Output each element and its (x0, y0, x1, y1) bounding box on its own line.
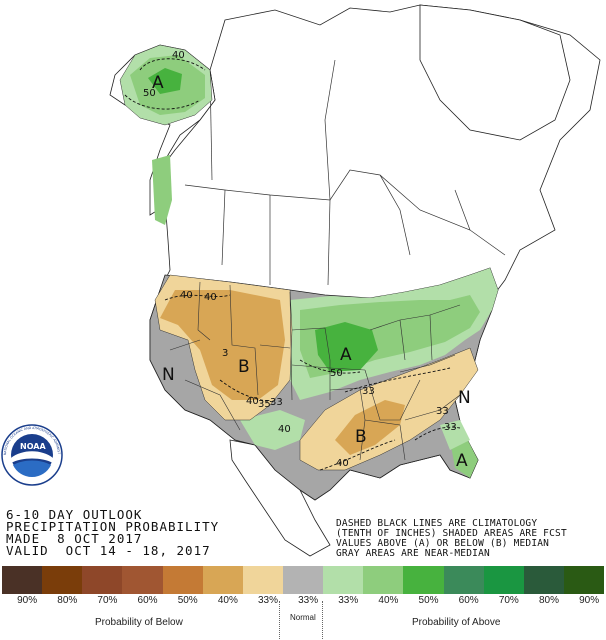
southeast-contour-33b: 33 (436, 406, 449, 417)
legend-swatch (42, 566, 83, 594)
legend-percent-label: 80% (57, 595, 78, 606)
legend-separator-right (322, 601, 323, 639)
alaska-above-label: A (152, 73, 164, 93)
southeast-below-label: B (355, 427, 367, 447)
legend-above-label: Probability of Above (412, 617, 501, 628)
southeast-contour-33a: 33 (362, 386, 375, 397)
legend-swatch (122, 566, 163, 594)
legend-percent-label: 80% (538, 595, 559, 606)
midwest-contour-50: 50 (330, 368, 343, 379)
made-date: MADE 8 OCT 2017 (6, 531, 143, 546)
florida-contour-33: 33 (444, 422, 457, 433)
legend-swatch (202, 566, 243, 594)
west-contour-40a: 40 (180, 290, 193, 301)
legend-percent-label: 50% (177, 595, 198, 606)
legend-separator-left (279, 601, 280, 639)
legend-percent-label: 90% (17, 595, 38, 606)
legend-percent-label: 33% (298, 595, 319, 606)
legend-percent-label: 33% (257, 595, 278, 606)
west-contour-40c: 40 (246, 396, 259, 407)
legend-swatch (523, 566, 564, 594)
legend-percent-label: 33% (338, 595, 359, 606)
west-below-label: B (238, 357, 250, 377)
legend-swatch (162, 566, 203, 594)
legend-swatch (403, 566, 444, 594)
note-shaded: (TENTH OF INCHES) SHADED AREAS ARE FCST (336, 528, 567, 539)
legend-swatch (82, 566, 123, 594)
legend-swatch (323, 566, 364, 594)
east-near-median-label: N (458, 388, 471, 408)
legend-normal-label: Normal (290, 613, 316, 622)
note-gray: GRAY AREAS ARE NEAR-MEDIAN (336, 548, 490, 559)
valid-dates: VALID OCT 14 - 18, 2017 (6, 543, 211, 558)
greenland-land (419, 4, 571, 141)
climatology-lines (124, 58, 461, 471)
legend-percent-label: 60% (458, 595, 479, 606)
legend-percent-label: 50% (418, 595, 439, 606)
legend-below-label: Probability of Below (95, 617, 183, 628)
alaska-contour-40: 40 (172, 50, 185, 61)
west-near-median-label: N (162, 365, 175, 385)
map-labels: A 40 50 B N A B N A 40 40 3 40 35 33 50 … (143, 50, 471, 471)
legend-percent-label: 90% (579, 595, 600, 606)
legend-swatch (363, 566, 404, 594)
legend-swatch (563, 566, 605, 594)
midwest-above-label: A (340, 345, 352, 365)
legend-swatch (483, 566, 524, 594)
legend-percent-label: 40% (217, 595, 238, 606)
west-contour-40b: 40 (204, 292, 217, 303)
note-values: VALUES ABOVE (A) OR BELOW (B) MEDIAN (336, 538, 550, 549)
legend-percent-label: 40% (378, 595, 399, 606)
midwest-above-dark-region (315, 322, 378, 372)
south-above-region (240, 410, 305, 450)
alaska-contour-50: 50 (143, 88, 156, 99)
nw-coast-above-region (152, 155, 172, 225)
outlook-subtitle: PRECIPITATION PROBABILITY (6, 519, 220, 534)
west-below-mid-region (160, 290, 285, 400)
legend-percent-label: 70% (498, 595, 519, 606)
west-contour-3: 3 (222, 348, 228, 359)
outlook-title: 6-10 DAY OUTLOOK (6, 507, 143, 522)
legend-swatch (2, 566, 43, 594)
legend-swatch (443, 566, 484, 594)
precipitation-outlook-map: A 40 50 B N A B N A 40 40 3 40 35 33 50 … (1, 4, 601, 557)
legend-swatch (242, 566, 283, 594)
west-contour-33: 33 (270, 397, 283, 408)
noaa-logo: NOAA NATIONAL OCEANIC AND ATMOSPHERIC AD… (1, 424, 63, 486)
legend-color-bar (2, 565, 605, 594)
alaska-above-dark-region (148, 68, 182, 94)
us-state-boundaries (169, 281, 461, 461)
legend-swatch (282, 566, 324, 594)
southeast-below-mid-region (335, 400, 405, 455)
note-climatology: DASHED BLACK LINES ARE CLIMATOLOGY (336, 518, 538, 529)
probability-legend: 90% 80% 70% 60% 50% 40% 33% 33% 33% 40% 50% 60% 70% 8… (0, 565, 606, 640)
florida-above-label: A (456, 451, 468, 471)
legend-percent-label: 70% (97, 595, 118, 606)
legend-percent-label: 60% (137, 595, 158, 606)
svg-text:NOAA: NOAA (20, 442, 46, 451)
west-contour-35: 35 (258, 399, 271, 410)
southeast-contour-40: 40 (336, 458, 349, 469)
midwest-contour-40: 40 (278, 424, 291, 435)
legend-percent-row: 90% 80% 70% 60% 50% 40% 33% 33% 33% 40% 50% 60% 70% 8… (2, 595, 604, 606)
